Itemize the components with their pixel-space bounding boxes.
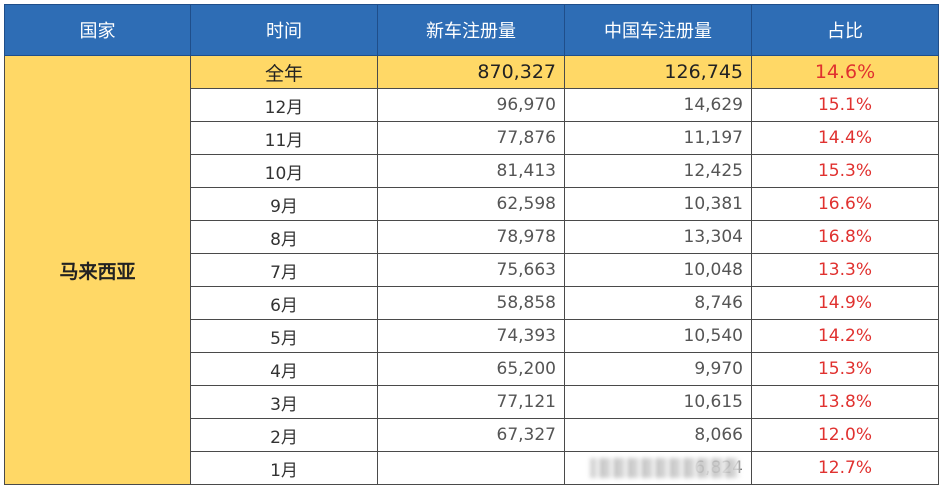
month-cell: 7月: [190, 253, 378, 287]
table-row: 5月 74,393 10,540 14.2%: [5, 319, 939, 353]
header-time: 时间: [190, 4, 378, 56]
new-registrations-cell: 75,663: [377, 253, 565, 287]
month-cell: 12月: [190, 88, 378, 122]
total-share: 14.6%: [751, 55, 939, 89]
china-registrations-cell: 10,540: [564, 319, 752, 353]
china-registrations-cell: 9,970: [564, 352, 752, 386]
new-registrations-cell: 58,858: [377, 286, 565, 320]
share-cell: 12.0%: [751, 418, 939, 452]
share-cell: 15.3%: [751, 352, 939, 386]
share-cell: 14.2%: [751, 319, 939, 353]
share-cell: 15.3%: [751, 154, 939, 188]
month-cell: 9月: [190, 187, 378, 221]
table-row: 6月 58,858 8,746 14.9%: [5, 286, 939, 320]
share-cell: 16.6%: [751, 187, 939, 221]
china-registrations-cell: 11,197: [564, 121, 752, 155]
new-registrations-cell: [377, 451, 740, 485]
china-registrations-cell: 13,304: [564, 220, 752, 254]
table-row: 1月6,82412.7%: [5, 451, 939, 485]
table-row: 8月 78,978 13,304 16.8%: [5, 220, 939, 254]
share-cell: 16.8%: [751, 220, 939, 254]
new-registrations-cell: 62,598: [377, 187, 565, 221]
header-share: 占比: [751, 4, 939, 56]
new-registrations-cell: 67,327: [377, 418, 565, 452]
new-registrations-cell: 74,393: [377, 319, 565, 353]
month-cell: 2月: [190, 418, 378, 452]
share-cell: 12.7%: [751, 451, 939, 485]
total-period: 全年: [190, 55, 378, 89]
new-registrations-cell: 77,121: [377, 385, 565, 419]
table-row: 12月 96,970 14,629 15.1%: [5, 88, 939, 122]
china-registrations-cell: 10,381: [564, 187, 752, 221]
header-row: 国家 时间 新车注册量 中国车注册量 占比: [4, 4, 939, 56]
month-cell: 8月: [190, 220, 378, 254]
total-new-registrations: 870,327: [377, 55, 565, 89]
month-cell: 10月: [190, 154, 378, 188]
share-cell: 13.8%: [751, 385, 939, 419]
share-cell: 14.4%: [751, 121, 939, 155]
share-cell: 15.1%: [751, 88, 939, 122]
month-cell: 6月: [190, 286, 378, 320]
table-row: 9月 62,598 10,381 16.6%: [5, 187, 939, 221]
table-row: 11月 77,876 11,197 14.4%: [5, 121, 939, 155]
header-country: 国家: [4, 4, 191, 56]
month-cell: 1月: [190, 451, 378, 485]
header-china-registrations: 中国车注册量: [564, 4, 752, 56]
china-registrations-cell: 14,629: [564, 88, 752, 122]
china-registrations-cell: 10,615: [564, 385, 752, 419]
month-cell: 4月: [190, 352, 378, 386]
country-cell: 马来西亚: [4, 55, 191, 485]
table-row: 2月 67,327 8,066 12.0%: [5, 418, 939, 452]
share-cell: 13.3%: [751, 253, 939, 287]
month-cell: 5月: [190, 319, 378, 353]
china-registrations-cell: 8,066: [564, 418, 752, 452]
share-cell: 14.9%: [751, 286, 939, 320]
table-row: 10月 81,413 12,425 15.3%: [5, 154, 939, 188]
header-new-registrations: 新车注册量: [377, 4, 565, 56]
china-registrations-cell: 12,425: [564, 154, 752, 188]
new-registrations-cell: 96,970: [377, 88, 565, 122]
china-registrations-cell: 10,048: [564, 253, 752, 287]
table-row: 7月 75,663 10,048 13.3%: [5, 253, 939, 287]
total-row: 马来西亚 全年 870,327 126,745 14.6%: [4, 55, 939, 485]
redacted-value-mark: [590, 458, 740, 478]
new-registrations-cell: 81,413: [377, 154, 565, 188]
china-registrations-cell: 8,746: [564, 286, 752, 320]
new-registrations-cell: 77,876: [377, 121, 565, 155]
registration-table: 国家 时间 新车注册量 中国车注册量 占比 马来西亚 全年 870,327 12…: [4, 4, 939, 485]
month-cell: 3月: [190, 385, 378, 419]
month-cell: 11月: [190, 121, 378, 155]
new-registrations-cell: 65,200: [377, 352, 565, 386]
new-registrations-cell: 78,978: [377, 220, 565, 254]
total-china-registrations: 126,745: [564, 55, 752, 89]
